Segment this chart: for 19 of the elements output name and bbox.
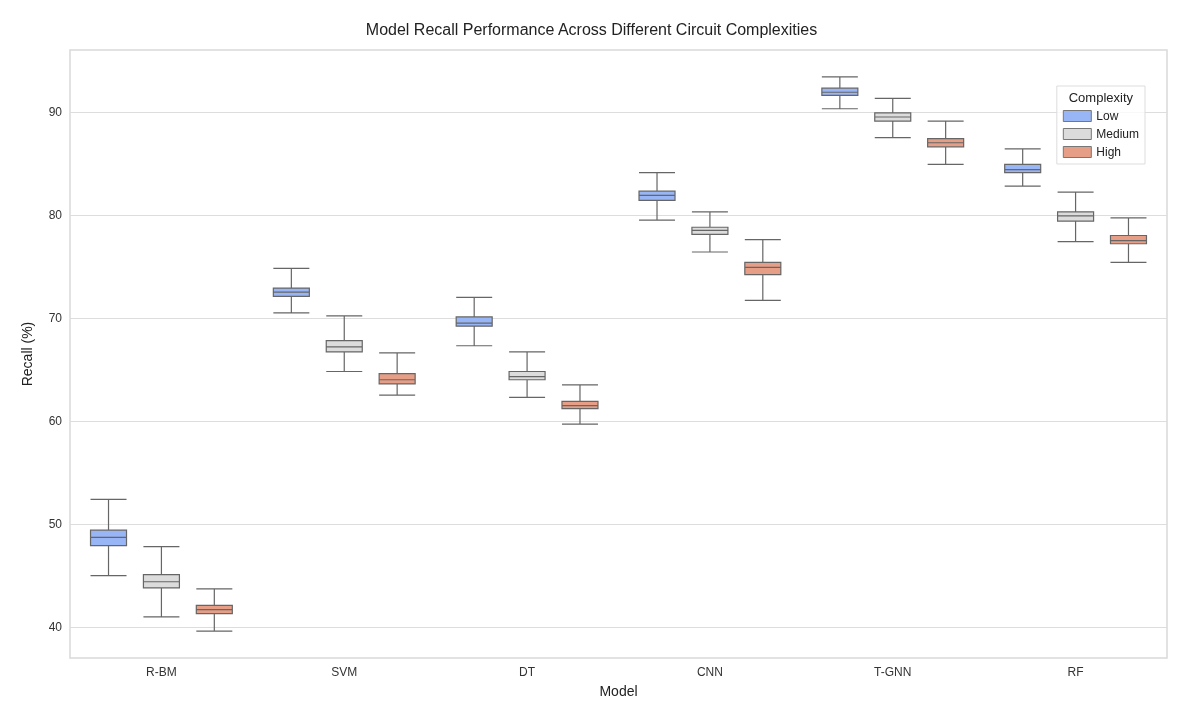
legend-title: Complexity (1068, 90, 1134, 105)
y-tick-label: 90 (48, 104, 63, 119)
x-tick-label: DT (519, 665, 536, 679)
x-tick-label: SVM (331, 665, 358, 679)
x-tick-label: CNN (696, 665, 723, 679)
x-tick-label: T-GNN (874, 665, 912, 679)
y-tick-label: 70 (48, 310, 63, 325)
x-tick-label: R-BM (146, 665, 177, 679)
x-axis-title: Model (599, 683, 638, 699)
legend-label: High (1096, 145, 1122, 159)
legend-label: Medium (1096, 127, 1140, 141)
y-tick-label: 80 (48, 207, 63, 222)
legend-label: Low (1096, 109, 1119, 123)
y-tick-label: 40 (48, 620, 63, 635)
y-axis-title: Recall (%) (19, 321, 35, 387)
y-tick-label: 50 (48, 517, 63, 532)
chart-title: Model Recall Performance Across Different Circuit Complexities (365, 20, 818, 38)
y-tick-label: 60 (48, 413, 63, 428)
x-tick-label: RF (1067, 665, 1084, 679)
